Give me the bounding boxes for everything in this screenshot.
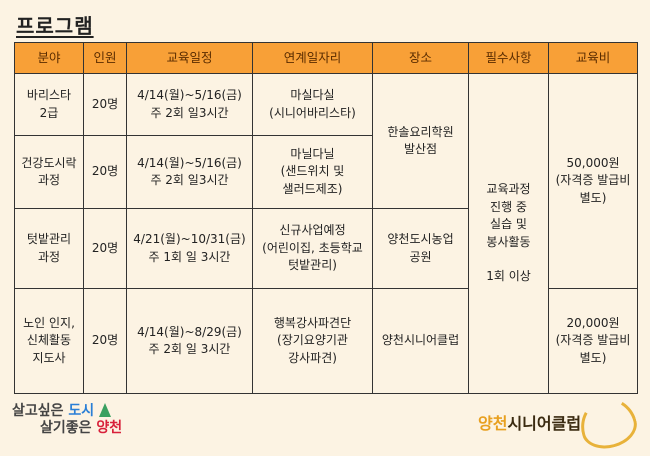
header-fee: 교육비 bbox=[548, 42, 638, 74]
header-job: 연계일자리 bbox=[252, 42, 373, 74]
cell-count: 20명 bbox=[83, 208, 127, 289]
logo-text: 살기좋은 bbox=[40, 420, 97, 436]
program-table: 분야 인원 교육일정 연계일자리 장소 필수사항 교육비 바리스타 2급 20명… bbox=[14, 42, 638, 394]
cell-job: 마닐다닐 (샌드위치 및 샐러드제조) bbox=[252, 135, 373, 209]
cell-fee: 20,000원 (자격증 발급비 별도) bbox=[548, 288, 638, 394]
cell-job: 마실다실 (시니어바리스타) bbox=[252, 73, 373, 136]
cell-required: 교육과정 진행 중 실습 및 봉사활동 1회 이상 bbox=[468, 73, 549, 394]
cell-job: 신규사업예정 (어린이집, 초등학교 텃밭관리) bbox=[252, 208, 373, 289]
cell-count: 20명 bbox=[83, 135, 127, 209]
cell-schedule: 4/14(월)~5/16(금) 주 2회 일3시간 bbox=[126, 73, 253, 136]
cell-field: 건강도시락 과정 bbox=[14, 135, 84, 209]
cell-schedule: 4/14(월)~8/29(금) 주 2회 일 3시간 bbox=[126, 288, 253, 394]
logo-text: 살고싶은 bbox=[12, 403, 69, 419]
logo-text: 양천 bbox=[96, 420, 123, 436]
table-header: 분야 인원 교육일정 연계일자리 장소 필수사항 교육비 bbox=[14, 42, 638, 74]
tower-icon bbox=[99, 403, 112, 417]
table-row: 바리스타 2급 20명 4/14(월)~5/16(금) 주 2회 일3시간 마실… bbox=[14, 73, 638, 394]
page-title: 프로그램 bbox=[16, 14, 94, 38]
cell-field: 텃밭관리 과정 bbox=[14, 208, 84, 289]
logo-text: 양천 bbox=[478, 414, 508, 433]
cell-count: 20명 bbox=[83, 288, 127, 394]
header-required: 필수사항 bbox=[468, 42, 549, 74]
cell-count: 20명 bbox=[83, 73, 127, 136]
cell-schedule: 4/14(월)~5/16(금) 주 2회 일3시간 bbox=[126, 135, 253, 209]
cell-field: 노인 인지, 신체활동 지도사 bbox=[14, 288, 84, 394]
header-schedule: 교육일정 bbox=[126, 42, 253, 74]
cell-place: 한솔요리학원 발산점 bbox=[372, 73, 469, 209]
cell-schedule: 4/21(월)~10/31(금) 주 1회 일 3시간 bbox=[126, 208, 253, 289]
table-row: 건강도시락 과정 20명 4/14(월)~5/16(금) 주 2회 일3시간 마… bbox=[14, 135, 638, 209]
senior-club-logo: 양천시니어클럽 bbox=[478, 410, 581, 434]
logo-text: 시니어클럽 bbox=[507, 414, 582, 433]
header-field: 분야 bbox=[14, 42, 84, 74]
yangcheon-logo: 살고싶은 도시 살기좋은 양천 bbox=[12, 403, 122, 437]
table-row: 텃밭관리 과정 20명 4/21(월)~10/31(금) 주 1회 일 3시간 … bbox=[14, 208, 638, 289]
cell-place: 양천도시농업 공원 bbox=[372, 208, 469, 289]
cell-field: 바리스타 2급 bbox=[14, 73, 84, 136]
cell-place: 양천시니어클럽 bbox=[372, 288, 469, 394]
logo-text: 도시 bbox=[68, 403, 95, 419]
table-row: 노인 인지, 신체활동 지도사 20명 4/14(월)~8/29(금) 주 2회… bbox=[14, 288, 638, 394]
header-count: 인원 bbox=[83, 42, 127, 74]
cell-fee: 50,000원 (자격증 발급비 별도) bbox=[548, 73, 638, 289]
cell-job: 행복강사파견단 (장기요양기관 강사파견) bbox=[252, 288, 373, 394]
heart-icon bbox=[574, 391, 642, 455]
header-place: 장소 bbox=[372, 42, 469, 74]
